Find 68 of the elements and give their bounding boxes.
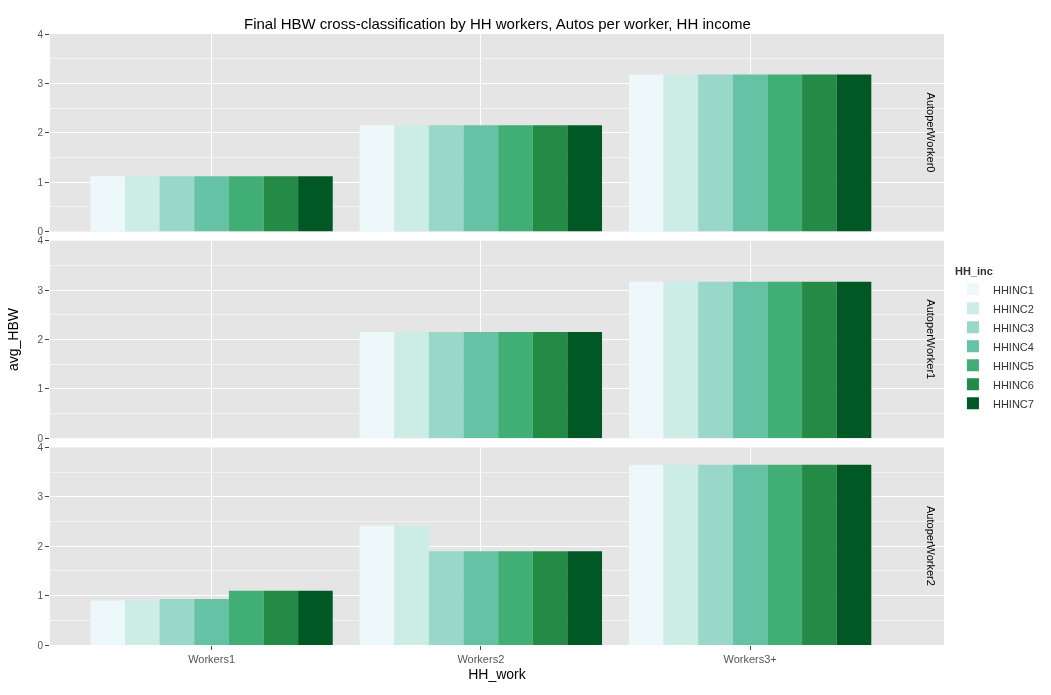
bar xyxy=(125,600,160,645)
text: AutoperWorker0 xyxy=(924,92,937,173)
chart-title: Final HBW cross-classification by HH workers, Autos per worker, HH income xyxy=(244,15,751,32)
y-tick-label: 1 xyxy=(37,590,44,602)
bar xyxy=(228,176,264,232)
bar xyxy=(732,74,768,232)
bar xyxy=(698,74,733,232)
bar xyxy=(802,464,837,645)
bar xyxy=(159,599,195,645)
legend-label: HHINC5 xyxy=(992,359,1034,372)
legend-label: HHINC3 xyxy=(992,321,1034,334)
y-tick-label: 4 xyxy=(37,28,44,40)
bar xyxy=(428,125,464,232)
y-tick-label: 2 xyxy=(37,540,44,552)
y-tick-label: 3 xyxy=(37,77,44,89)
y-tick-label: 3 xyxy=(37,491,44,503)
legend-label: HHINC2 xyxy=(992,302,1034,315)
legend-label: HHINC7 xyxy=(992,397,1034,410)
x-axis-title: HH_work xyxy=(468,665,527,682)
bar xyxy=(532,551,568,645)
bar xyxy=(194,599,229,645)
x-tick-label: Workers2 xyxy=(457,653,505,666)
bar xyxy=(298,590,333,645)
bar xyxy=(567,551,603,645)
bar xyxy=(428,551,464,645)
bar xyxy=(463,125,499,232)
bar xyxy=(836,464,872,645)
x-tick-label: Workers3+ xyxy=(723,653,777,666)
bar xyxy=(394,125,429,232)
text: AutoperWorker1 xyxy=(924,299,937,380)
x-tick-label: Workers1 xyxy=(188,653,236,666)
bar xyxy=(767,464,803,645)
bar xyxy=(663,74,699,232)
bar xyxy=(836,74,872,232)
y-tick-label: 0 xyxy=(37,432,44,444)
y-tick-label: 0 xyxy=(37,639,44,651)
bar xyxy=(802,74,837,232)
bar xyxy=(767,74,803,232)
bar xyxy=(159,176,195,232)
bar xyxy=(463,551,499,645)
bar xyxy=(228,590,264,645)
bar xyxy=(263,590,299,645)
y-axis-title: avg_HBW xyxy=(5,307,22,372)
bar xyxy=(394,525,429,645)
bar xyxy=(663,464,699,645)
bar xyxy=(732,464,768,645)
y-tick-label: 3 xyxy=(37,284,44,296)
y-tick-label: 0 xyxy=(37,226,44,238)
y-tick-label: 4 xyxy=(37,441,44,453)
legend-label: HHINC1 xyxy=(992,283,1034,296)
bar xyxy=(298,176,333,232)
y-tick-label: 2 xyxy=(37,334,44,345)
y-tick-label: 2 xyxy=(37,127,44,139)
bar xyxy=(125,176,160,232)
bar xyxy=(532,125,568,232)
y-tick-label: 1 xyxy=(37,383,44,395)
bar xyxy=(263,176,299,232)
legend-label: HHINC6 xyxy=(992,378,1034,391)
y-tick-label: 4 xyxy=(37,235,44,247)
text: AutoperWorker2 xyxy=(925,506,938,586)
bar xyxy=(498,125,533,232)
bar xyxy=(498,551,533,645)
bar xyxy=(698,464,733,645)
bar xyxy=(194,176,229,232)
bar xyxy=(567,125,603,232)
legend-title: HH_inc xyxy=(954,264,993,277)
y-tick-label: 1 xyxy=(37,176,44,188)
legend-label: HHINC4 xyxy=(992,340,1034,353)
